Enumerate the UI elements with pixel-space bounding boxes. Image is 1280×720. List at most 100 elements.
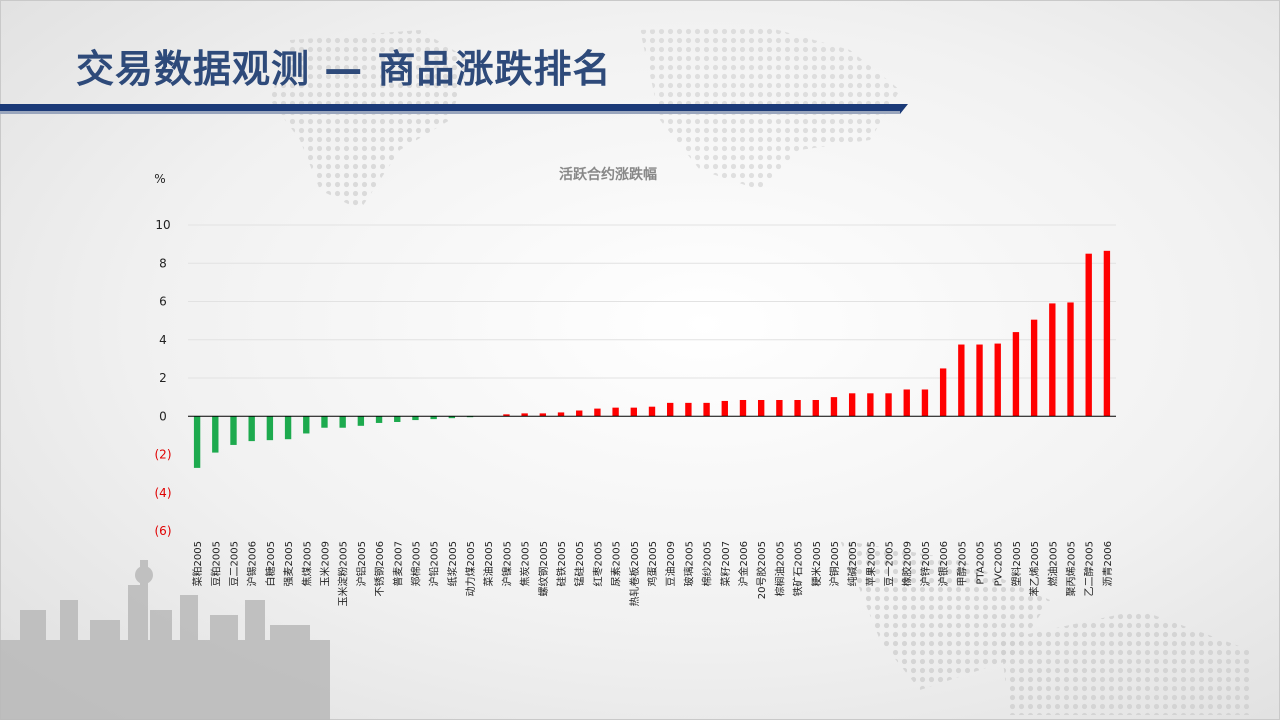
x-tick-label: 豆粕2005 [209,541,222,586]
x-tick-label: 沪金2006 [737,541,750,586]
bar [412,416,419,421]
x-tick-label: 乙二醇2005 [1083,541,1096,596]
x-tick-label: 沪银2006 [937,541,950,586]
y-tick-label: 4 [159,333,167,347]
bar [939,368,947,417]
bar [903,389,910,417]
x-tick-label: 苹果2005 [864,541,877,586]
y-tick-label: 8 [159,256,167,270]
x-tick-label: 红枣2005 [591,541,604,586]
bar [321,416,328,428]
bar [830,397,838,417]
bar [667,402,674,417]
bar [648,406,656,417]
x-tick-label: 苯乙烯2005 [1028,541,1041,596]
bar [848,393,856,417]
bar [776,399,783,417]
x-tick-label: 棕榈油2005 [773,541,786,596]
x-tick-label: 锰硅2005 [573,541,586,586]
title-underline-bar [0,104,908,114]
x-tick-label: 沪镍2005 [500,541,513,586]
y-tick-label: (4) [155,486,172,500]
x-tick-label: 鸡蛋2005 [646,541,659,586]
x-tick-label: 沪铜2005 [828,541,841,586]
x-tick-label: 菜油2005 [482,541,495,586]
bars [193,250,1111,468]
x-tick-label: PVC2005 [994,541,1005,586]
bar [1103,250,1111,417]
x-tick-label: 橡胶2009 [901,541,914,586]
bar [521,413,528,417]
chart-title: 活跃合约涨跌幅 [559,166,657,183]
bar [576,410,583,417]
x-tick-label: 硅铁2005 [555,541,568,586]
bar [812,399,819,417]
x-tick-label: 豆油2009 [664,541,677,586]
bar [539,413,547,417]
x-tick-label: 沪锡2006 [246,541,259,586]
bar [339,416,346,428]
x-tick-label: 豆一2005 [884,541,896,586]
x-tick-label: 粳米2005 [810,541,823,586]
bar [375,416,383,423]
bar [193,416,201,468]
bar [230,416,237,445]
x-tick-label: 玉米淀粉2005 [337,541,350,606]
bar [503,414,510,417]
x-tick-label: 动力煤2005 [464,541,477,596]
bar [430,416,437,420]
x-tick-label: 焦煤2005 [300,541,313,586]
bar [1012,332,1020,417]
bar [739,399,747,417]
city-skyline [0,560,330,720]
bar [303,416,310,434]
bar [976,344,983,417]
bar [867,393,874,417]
y-tick-labels: 10 8 6 4 2 0 (2) (4) (6) [155,218,172,538]
x-tick-label: 沪铝2005 [355,541,368,586]
bar [757,399,765,417]
bar [1030,319,1038,417]
x-tick-label: 棉纱2005 [701,541,714,586]
bar [685,402,692,417]
x-tick-label: 甲醇2005 [955,541,968,586]
x-tick-label: 郑棉2005 [409,541,422,586]
y-axis-unit-label: % [154,172,165,186]
x-tick-label: 普麦2007 [391,541,404,586]
x-tick-label: 尿素2005 [610,541,623,586]
y-tick-label: (6) [155,524,172,538]
bar [266,416,274,441]
x-tick-label: 螺纹钢2005 [537,541,550,596]
bar [703,402,710,417]
x-tick-label: 沪铅2005 [428,541,441,586]
bar [1049,303,1056,417]
y-tick-label: 6 [159,295,167,309]
bar [994,343,1001,417]
x-tick-label: 焦炭2005 [519,541,532,586]
x-tick-label: 塑料2005 [1010,541,1023,586]
bar [394,416,401,422]
bar [284,416,292,440]
bar [212,416,219,453]
bar [557,412,565,417]
x-tick-label: 菜粕2005 [191,541,204,586]
x-tick-label: 菜籽2007 [720,541,732,586]
x-tick-label: PTA2005 [976,541,987,585]
x-tick-label: 纯碱2005 [846,541,859,586]
bar [921,389,929,417]
x-tick-label: 热轧卷板2005 [628,541,641,606]
bar [248,416,255,442]
slide-title: 交易数据观测 — 商品涨跌排名 [76,47,612,91]
y-tick-label: 2 [159,371,167,385]
x-tick-label: 白糖2005 [264,541,277,586]
x-tick-label: 玉米2009 [318,541,331,586]
x-tick-label: 豆二2005 [228,541,240,586]
bar [794,399,801,417]
x-tick-label: 燃油2005 [1046,541,1059,586]
bar [721,400,728,417]
x-tick-label: 聚丙烯2005 [1065,541,1078,596]
bar [594,408,601,417]
bar [1085,253,1092,417]
